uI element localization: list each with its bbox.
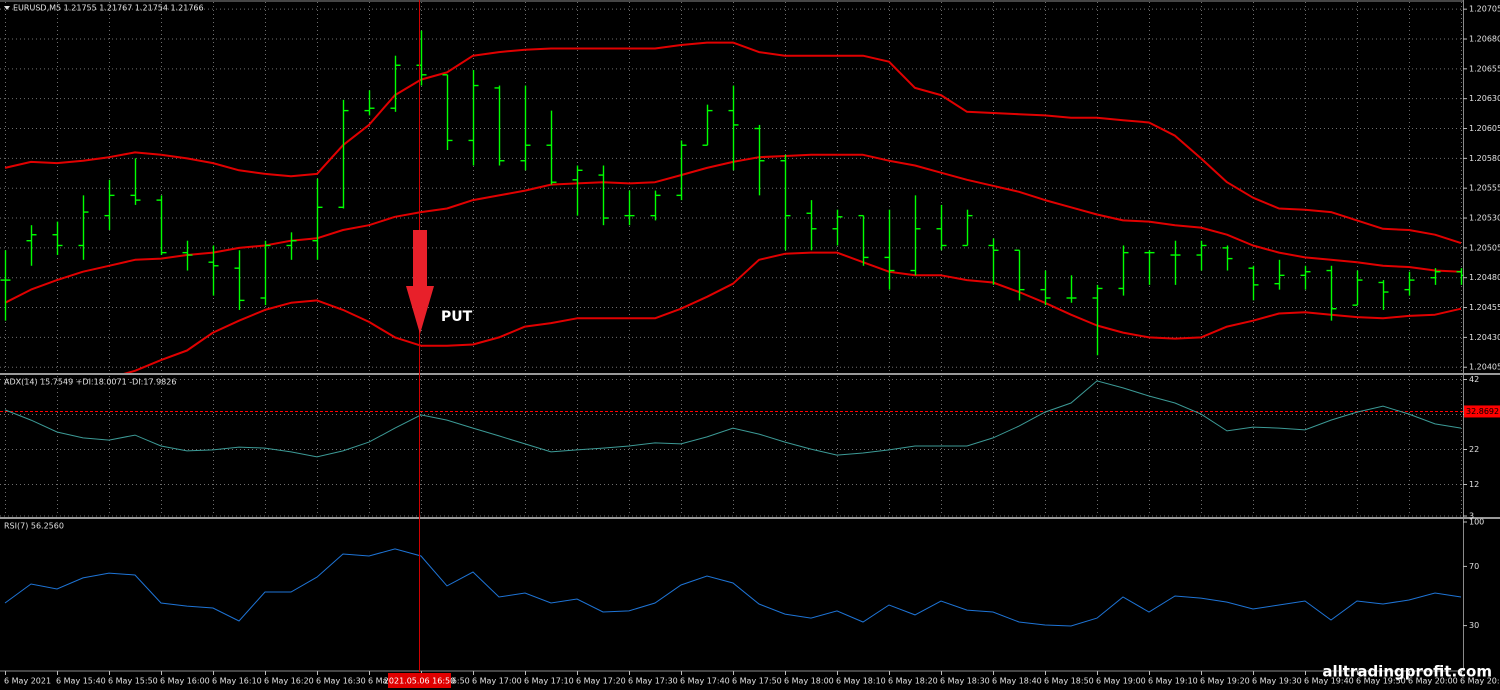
band-line <box>4 41 1462 245</box>
x-tick-label: 6 May 18:30 <box>940 677 990 686</box>
y-tick-label: 1.20630 <box>1469 94 1500 103</box>
y-tick-label: 1.20530 <box>1469 214 1500 223</box>
x-tick-label: 6 May 20:00 <box>1408 677 1458 686</box>
y-tick-label: 30 <box>1469 621 1479 630</box>
y-tick-label: 1.20480 <box>1469 273 1500 282</box>
signal-label: PUT <box>441 309 473 325</box>
y-tick-label: 1.20705 <box>1469 5 1500 14</box>
x-tick-label: 6 May 19:30 <box>1252 677 1302 686</box>
symbol-menu-icon[interactable] <box>4 6 10 10</box>
x-tick-label: 6 May 16:30 <box>316 677 366 686</box>
put-arrow <box>406 230 434 334</box>
arrow-head <box>406 286 434 334</box>
panel-plot <box>4 548 1462 627</box>
y-tick-label: 1.20605 <box>1469 124 1500 133</box>
x-tick-label: 6 May 19:40 <box>1304 677 1354 686</box>
x-tick-label: 6 May 19:50 <box>1356 677 1406 686</box>
x-tick-label: 6 May 16:20 <box>264 677 314 686</box>
x-tick-label: 6 May 16:00 <box>160 677 210 686</box>
x-tick-label: 6 May 18:00 <box>784 677 834 686</box>
x-tick-label: 6 May 17:50 <box>732 677 782 686</box>
x-tick-label: 6 May 18:10 <box>836 677 886 686</box>
x-tick-label: 6 May 19:00 <box>1096 677 1146 686</box>
y-tick-label: 22 <box>1469 445 1479 454</box>
band-line <box>119 251 1462 374</box>
y-tick-label: 70 <box>1469 562 1479 571</box>
cursor-time-label: 2021.05.06 16:50 <box>384 677 455 686</box>
y-tick-label: 1.20580 <box>1469 154 1500 163</box>
x-tick-label: 6 May 17:10 <box>524 677 574 686</box>
y-tick-label: 1.20655 <box>1469 64 1500 73</box>
level-label-box <box>1464 405 1500 418</box>
y-tick-label: 1.20430 <box>1469 333 1500 342</box>
x-tick-label: 6 May 16:10 <box>212 677 262 686</box>
x-tick-label: 6 May 17:40 <box>680 677 730 686</box>
indicator-line <box>4 380 1462 458</box>
x-tick-label: 6 May 20:10 <box>1460 677 1500 686</box>
x-tick-label: 6 May 15:50 <box>108 677 158 686</box>
x-tick-label: 6 May 2021 <box>4 677 51 686</box>
x-tick-label: 6 May 18:50 <box>1044 677 1094 686</box>
y-tick-label: 1.20555 <box>1469 184 1500 193</box>
y-tick-label: 3 <box>1469 512 1474 521</box>
panel-title: ADX(14) 15.7549 +DI:18.0071 -DI:17.9826 <box>4 378 176 387</box>
watermark: alltradingprofit.com <box>1322 663 1492 681</box>
y-tick-label: 100 <box>1469 518 1484 527</box>
arrow-shaft <box>413 230 427 288</box>
x-tick-label: 6 May 17:30 <box>628 677 678 686</box>
y-tick-label: 1.20455 <box>1469 303 1500 312</box>
cursor-time-box <box>388 673 451 688</box>
x-tick-label: 6 May 17:00 <box>472 677 522 686</box>
x-tick-label: 6 May 19:10 <box>1148 677 1198 686</box>
x-tick-label: 6 May 15:40 <box>56 677 106 686</box>
panel-title: EURUSD,M5 1.21755 1.21767 1.21754 1.2176… <box>13 4 204 13</box>
panel-plot <box>0 380 1463 458</box>
y-tick-label: 12 <box>1469 480 1479 489</box>
data-layer <box>0 30 1463 627</box>
panel-plot <box>0 30 1463 374</box>
indicator-line <box>4 548 1462 627</box>
x-tick-label: 6 May 18:20 <box>888 677 938 686</box>
y-tick-label: 1.20680 <box>1469 35 1500 44</box>
y-tick-label: 1.20405 <box>1469 363 1500 372</box>
panel-title: RSI(7) 56.2560 <box>4 522 64 531</box>
x-tick-label: 6 May 18:40 <box>992 677 1042 686</box>
level-label: 32.8692 <box>1466 407 1499 416</box>
y-tick-label: 42 <box>1469 375 1479 384</box>
x-tick-label: 6 May 17:20 <box>576 677 626 686</box>
y-tick-label: 1.20505 <box>1469 243 1500 252</box>
x-tick-label: 6 May 19:20 <box>1200 677 1250 686</box>
